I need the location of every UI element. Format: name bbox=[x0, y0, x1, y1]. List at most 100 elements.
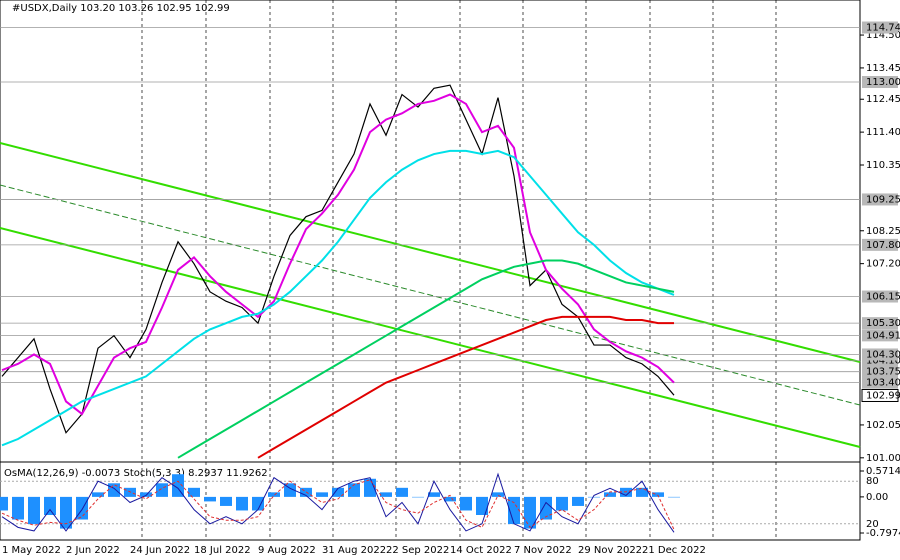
price-line bbox=[1, 93, 675, 416]
osma-bar bbox=[364, 478, 376, 497]
y-tick-label: 110.35 bbox=[866, 160, 900, 171]
x-tick-label: 18 Jul 2022 bbox=[194, 545, 251, 556]
price-line bbox=[1, 149, 675, 447]
trend-channel bbox=[0, 142, 861, 448]
osma-bar bbox=[252, 496, 264, 511]
x-tick-label: 1 May 2022 bbox=[2, 545, 61, 556]
y-tick-label: 111.40 bbox=[866, 127, 900, 138]
x-tick-label: 24 Jun 2022 bbox=[130, 545, 190, 556]
osma-bar bbox=[188, 487, 200, 497]
level-label: 105.30 bbox=[866, 318, 900, 329]
trend-midline bbox=[0, 184, 861, 406]
osma-bar bbox=[668, 496, 680, 498]
y-tick-label: -0.7974 bbox=[866, 528, 900, 539]
x-tick-label: 31 Aug 2022 bbox=[322, 545, 386, 556]
x-tick-label: 21 Dec 2022 bbox=[642, 545, 706, 556]
osma-bar bbox=[316, 492, 328, 497]
level-label: 114.74 bbox=[866, 23, 900, 34]
level-label: 103.40 bbox=[866, 378, 900, 389]
y-tick-label: 114.50 bbox=[866, 30, 900, 41]
x-tick-label: 9 Aug 2022 bbox=[258, 545, 316, 556]
level-label: 106.15 bbox=[866, 292, 900, 303]
y-tick-label: 0.00 bbox=[866, 492, 888, 503]
level-label-box bbox=[862, 376, 898, 389]
x-tick-label: 2 Jun 2022 bbox=[66, 545, 120, 556]
osma-bar bbox=[524, 496, 536, 529]
osma-bar bbox=[588, 496, 600, 498]
y-tick-label: 107.20 bbox=[866, 259, 900, 270]
osma-bar bbox=[348, 483, 360, 497]
osma-bar bbox=[44, 496, 56, 515]
x-tick-label: 22 Sep 2022 bbox=[386, 545, 449, 556]
indicator-title: OsMA(12,26,9) -0.0073 Stoch(5,3,3) 8.293… bbox=[4, 468, 268, 479]
osma-bar bbox=[396, 487, 408, 497]
last-price-label: 102.99 bbox=[866, 390, 900, 401]
chart-title: #USDX,Daily 103.20 103.26 102.95 102.99 bbox=[12, 3, 230, 14]
level-label: 104.30 bbox=[866, 349, 900, 360]
osma-bar bbox=[508, 496, 520, 525]
level-label-box bbox=[862, 329, 898, 342]
osma-bar bbox=[620, 487, 632, 497]
osma-bar bbox=[220, 496, 232, 506]
osma-bar bbox=[60, 496, 72, 529]
osma-bar bbox=[412, 496, 424, 498]
level-label: 109.25 bbox=[866, 194, 900, 205]
y-tick-label: 101.00 bbox=[866, 453, 900, 464]
level-label: 103.75 bbox=[866, 367, 900, 378]
osma-bar bbox=[268, 492, 280, 497]
x-tick-label: 29 Nov 2022 bbox=[578, 545, 642, 556]
x-tick-label: 14 Oct 2022 bbox=[450, 545, 512, 556]
osma-bar bbox=[540, 496, 552, 520]
level-label-box bbox=[862, 193, 898, 206]
osma-bar bbox=[652, 492, 664, 497]
level-label-box bbox=[862, 348, 898, 361]
osma-bar bbox=[156, 483, 168, 497]
osma-bar bbox=[604, 492, 616, 497]
stoch-line bbox=[1, 479, 675, 530]
osma-bar bbox=[204, 496, 216, 502]
osma-bar bbox=[92, 492, 104, 497]
osma-bar bbox=[428, 492, 440, 497]
x-tick-label: 7 Nov 2022 bbox=[514, 545, 572, 556]
plot-frame bbox=[0, 0, 861, 541]
osma-bar bbox=[332, 487, 344, 497]
osma-bar bbox=[28, 496, 40, 525]
osma-bar bbox=[636, 487, 648, 497]
osma-bar bbox=[380, 492, 392, 497]
level-label-box bbox=[862, 290, 898, 303]
osma-bar bbox=[172, 474, 184, 497]
price-line bbox=[177, 259, 675, 459]
y2-tick-label: 20 bbox=[866, 519, 879, 530]
osma-bar bbox=[460, 496, 472, 511]
osma-bar bbox=[476, 496, 488, 515]
osma-bar bbox=[444, 496, 456, 502]
osma-bar bbox=[556, 496, 568, 511]
osma-bar bbox=[0, 496, 8, 511]
last-price-box bbox=[861, 388, 899, 402]
osma-bar bbox=[492, 492, 504, 497]
osma-bar bbox=[12, 496, 24, 520]
price-line bbox=[1, 84, 675, 434]
y-tick-label: 102.05 bbox=[866, 420, 900, 431]
price-line bbox=[257, 315, 674, 459]
level-label-box bbox=[862, 238, 898, 251]
stoch-line bbox=[1, 472, 675, 533]
level-label-box bbox=[862, 76, 898, 89]
y-tick-label: 113.45 bbox=[866, 63, 900, 74]
level-label: 104.91 bbox=[866, 330, 900, 341]
y2-tick-label: 80 bbox=[866, 476, 879, 487]
level-label-box bbox=[862, 21, 898, 34]
y-tick-label: 112.45 bbox=[866, 94, 900, 105]
y-tick-label: 0.5714 bbox=[866, 466, 900, 477]
level-label-box bbox=[862, 317, 898, 330]
level-label: 113.00 bbox=[866, 77, 900, 88]
osma-bar bbox=[236, 496, 248, 511]
y-tick-label: 108.25 bbox=[866, 226, 900, 237]
level-label: 107.80 bbox=[866, 240, 900, 251]
osma-bar bbox=[108, 483, 120, 497]
level-label: 104.10 bbox=[866, 356, 900, 367]
osma-bar bbox=[140, 492, 152, 497]
level-label-box bbox=[862, 365, 898, 378]
osma-bar bbox=[76, 496, 88, 520]
